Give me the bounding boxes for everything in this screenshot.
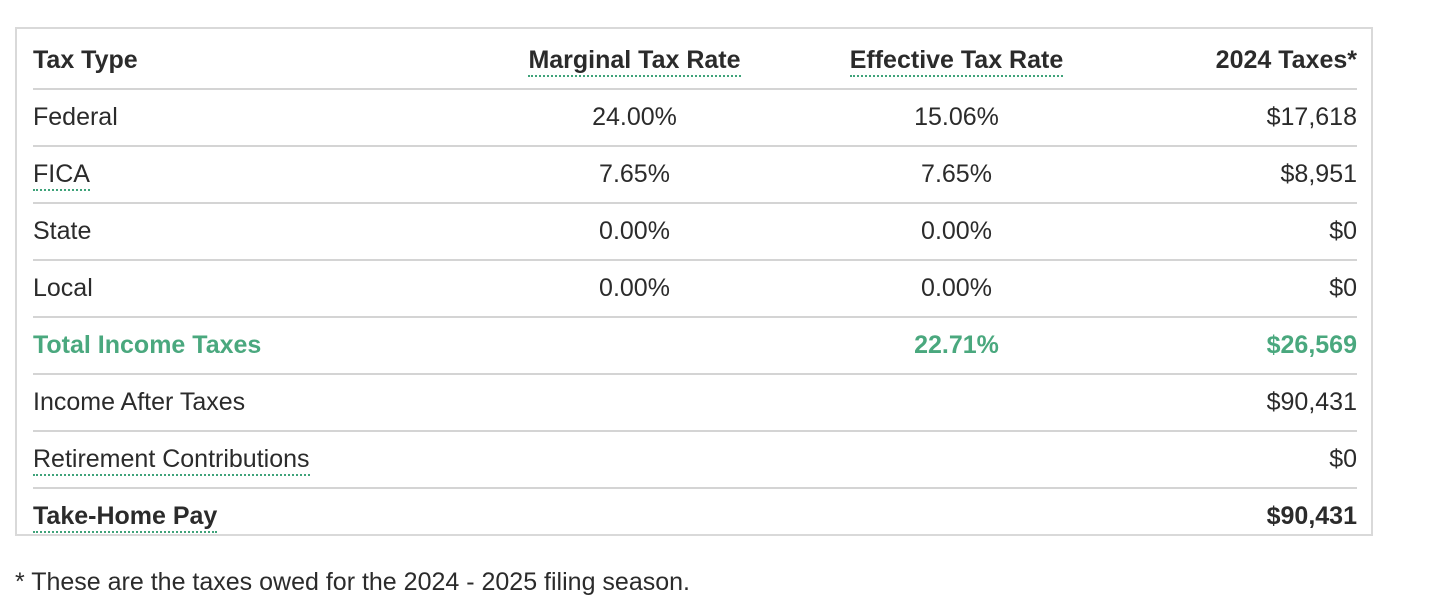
row-label-cell: FICA: [33, 146, 478, 204]
table-row-total-income-taxes: Total Income Taxes 22.71% $26,569: [33, 317, 1357, 375]
empty-cell: [478, 317, 791, 375]
marginal-rate-cell: 0.00%: [478, 203, 791, 261]
empty-cell: [478, 431, 791, 489]
row-label-cell: Take-Home Pay: [33, 488, 478, 544]
table-row-fica: FICA 7.65% 7.65% $8,951: [33, 146, 1357, 204]
table-row-federal: Federal 24.00% 15.06% $17,618: [33, 89, 1357, 147]
table-header-row: Tax Type Marginal Tax Rate Effective Tax…: [33, 33, 1357, 90]
effective-rate-cell: 0.00%: [791, 260, 1122, 318]
effective-rate-cell: 15.06%: [791, 89, 1122, 147]
marginal-rate-cell: 0.00%: [478, 260, 791, 318]
effective-rate-cell: 0.00%: [791, 203, 1122, 261]
row-label: Local: [33, 260, 478, 318]
income-after-taxes-label: Income After Taxes: [33, 374, 478, 432]
header-tax-type: Tax Type: [33, 33, 478, 90]
tax-amount-cell: $0: [1122, 203, 1357, 261]
total-tax-amount: $26,569: [1122, 317, 1357, 375]
empty-cell: [791, 431, 1122, 489]
header-marginal-tax-rate: Marginal Tax Rate: [478, 33, 791, 90]
income-after-taxes-amount: $90,431: [1122, 374, 1357, 432]
header-effective-tax-rate: Effective Tax Rate: [791, 33, 1122, 90]
header-2024-taxes: 2024 Taxes*: [1122, 33, 1357, 90]
retirement-contributions-amount: $0: [1122, 431, 1357, 489]
take-home-pay-amount: $90,431: [1266, 502, 1357, 530]
table-row-income-after-taxes: Income After Taxes $90,431: [33, 374, 1357, 432]
table-row-take-home-pay: Take-Home Pay $90,431: [33, 488, 1357, 544]
tax-amount-cell: $8,951: [1122, 146, 1357, 204]
tax-footnote: * These are the taxes owed for the 2024 …: [15, 568, 690, 596]
marginal-rate-cell: 7.65%: [478, 146, 791, 204]
total-label: Total Income Taxes: [33, 317, 478, 375]
empty-cell: [478, 488, 791, 544]
tax-amount-cell: $17,618: [1122, 89, 1357, 147]
tax-amount-cell: $0: [1122, 260, 1357, 318]
fica-tooltip-trigger[interactable]: FICA: [33, 160, 90, 191]
row-label: State: [33, 203, 478, 261]
tax-table: Tax Type Marginal Tax Rate Effective Tax…: [33, 33, 1357, 544]
row-label-cell: Retirement Contributions: [33, 431, 478, 489]
marginal-tax-rate-tooltip-trigger[interactable]: Marginal Tax Rate: [528, 46, 741, 77]
take-home-pay-tooltip-trigger[interactable]: Take-Home Pay: [33, 502, 218, 533]
marginal-rate-cell: 24.00%: [478, 89, 791, 147]
empty-cell: [791, 374, 1122, 432]
empty-cell: [791, 488, 1122, 544]
total-effective-rate: 22.71%: [791, 317, 1122, 375]
table-row-state: State 0.00% 0.00% $0: [33, 203, 1357, 261]
effective-tax-rate-tooltip-trigger[interactable]: Effective Tax Rate: [849, 46, 1064, 77]
effective-rate-cell: 7.65%: [791, 146, 1122, 204]
row-label: Federal: [33, 89, 478, 147]
empty-cell: [478, 374, 791, 432]
table-row-retirement-contributions: Retirement Contributions $0: [33, 431, 1357, 489]
table-row-local: Local 0.00% 0.00% $0: [33, 260, 1357, 318]
tax-summary-card: Tax Type Marginal Tax Rate Effective Tax…: [15, 27, 1373, 536]
retirement-contributions-tooltip-trigger[interactable]: Retirement Contributions: [33, 445, 310, 476]
